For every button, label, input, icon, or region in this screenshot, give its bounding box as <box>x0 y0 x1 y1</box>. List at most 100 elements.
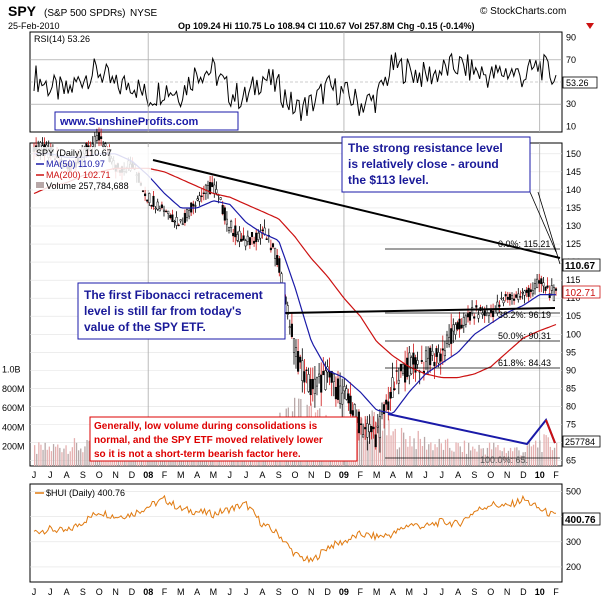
x-axis-label: M <box>405 587 413 597</box>
hui-grid <box>30 491 562 568</box>
hui-tick-label: 200 <box>566 562 581 572</box>
x-axis-label: O <box>96 587 103 597</box>
volume-tick-label: 1.0B <box>2 365 21 375</box>
hui-value-box <box>562 512 601 526</box>
x-axis-label: N <box>308 470 315 480</box>
x-axis-label: F <box>358 587 364 597</box>
rsi-value: 53.26 <box>566 78 589 88</box>
legend-ma200: MA(200) 102.71 <box>46 170 111 180</box>
x-axis-label: O <box>291 587 298 597</box>
x-axis-label: D <box>520 587 527 597</box>
x-axis-label: M <box>210 587 218 597</box>
price-legend: SPY (Daily) 110.67 MA(50) 110.97 MA(200)… <box>33 147 151 191</box>
volume-axis: 1.0B 800M 600M 400M 200M <box>2 365 25 452</box>
fibonacci-pointer-line <box>284 307 556 314</box>
volume-tick-label: 200M <box>2 442 25 452</box>
website-link[interactable]: www.SunshineProfits.com <box>59 116 199 128</box>
price-tick-label: 80 <box>566 401 576 411</box>
resistance-pointer-2 <box>537 191 561 265</box>
svg-text:The first Fibonacci retracemen: The first Fibonacci retracement <box>84 288 263 302</box>
svg-text:the $113 level.: the $113 level. <box>348 173 429 187</box>
x-axis-label: J <box>423 470 428 480</box>
svg-text:level is still far from today': level is still far from today's <box>84 304 242 318</box>
price-tick-label: 130 <box>566 221 581 231</box>
ma200-value-box <box>562 285 601 299</box>
price-value: 110.67 <box>565 261 595 272</box>
price-tick-label: 100 <box>566 329 581 339</box>
svg-text:so it is not a short-term bear: so it is not a short-term bearish factor… <box>94 449 301 460</box>
x-axis-label: N <box>112 587 119 597</box>
x-axis-label: N <box>308 587 315 597</box>
x-axis-label: F <box>553 470 559 480</box>
svg-text:normal, and the SPY ETF moved: normal, and the SPY ETF moved relatively… <box>94 435 323 446</box>
fib-label-50: 50.0%: 90.31 <box>498 331 551 341</box>
x-axis-label: F <box>162 587 168 597</box>
x-axis-label: F <box>162 470 168 480</box>
x-axis-label: D <box>324 587 331 597</box>
symbol-name: (S&P 500 SPDRs) <box>44 8 126 19</box>
x-axis-label: A <box>259 587 265 597</box>
x-axis-label: D <box>520 470 527 480</box>
x-axis-label: J <box>48 470 53 480</box>
x-axis-label: S <box>471 470 477 480</box>
down-arrow-icon <box>586 23 594 29</box>
hui-tick-label: 500 <box>566 487 581 497</box>
x-axis-label: 09 <box>339 470 349 480</box>
x-axis-label: A <box>64 587 70 597</box>
price-tick-label: 90 <box>566 365 576 375</box>
hui-value: 400.76 <box>565 515 596 526</box>
x-axis-label: D <box>324 470 331 480</box>
volume-annotation: Generally, low volume during consolidati… <box>89 416 358 462</box>
x-axis-label: 10 <box>535 470 545 480</box>
x-axis-label: F <box>553 587 559 597</box>
price-tick-label: 135 <box>566 203 581 213</box>
fib-label-0: 0.0%: 115.21 <box>498 239 550 249</box>
x-axis-label: A <box>194 470 200 480</box>
price-tick-label: 65 <box>566 456 576 466</box>
rsi-tick-label: 10 <box>566 121 576 131</box>
svg-text:is relatively close - around: is relatively close - around <box>348 157 499 171</box>
volume-value-box <box>562 435 601 448</box>
rsi-value-box <box>562 76 598 89</box>
x-axis-label: M <box>177 587 185 597</box>
price-tick-label: 145 <box>566 167 581 177</box>
hui-tick-label: 300 <box>566 537 581 547</box>
legend-ma50: MA(50) 110.97 <box>46 159 105 169</box>
x-axis-label: O <box>291 470 298 480</box>
price-tick-label: 125 <box>566 239 581 249</box>
date: 25-Feb-2010 <box>8 21 60 31</box>
x-axis-label: J <box>228 470 233 480</box>
svg-text:The strong resistance level: The strong resistance level <box>348 141 503 155</box>
rsi-tick-label: 90 <box>566 33 576 43</box>
ma200-value: 102.71 <box>565 288 596 299</box>
volume-tick-label: 800M <box>2 384 25 394</box>
x-axis-label: M <box>210 470 218 480</box>
resistance-trendline <box>152 159 561 259</box>
price-tick-label: 95 <box>566 347 576 357</box>
x-axis-label: J <box>244 470 249 480</box>
hui-axis: 500400300200 <box>566 487 581 572</box>
x-axis-label: A <box>390 587 396 597</box>
x-axis-label: D <box>129 470 136 480</box>
fibonacci-annotation: The first Fibonacci retracement level is… <box>77 282 286 340</box>
x-axis-label: M <box>177 470 185 480</box>
x-axis-label: O <box>487 470 494 480</box>
x-axis-label: A <box>259 470 265 480</box>
x-axis-label: J <box>32 470 37 480</box>
x-axis-label: J <box>32 587 37 597</box>
x-axis-label: A <box>455 587 461 597</box>
fib-label-100: 100.0%: 65. <box>480 455 528 465</box>
x-axis-label: S <box>80 587 86 597</box>
price-axis: 1501451401351301251201151101051009590858… <box>566 149 581 466</box>
price-tick-label: 85 <box>566 383 576 393</box>
resistance-annotation: The strong resistance level is relativel… <box>341 136 531 193</box>
x-axis-label: J <box>423 587 428 597</box>
x-axis-label: 10 <box>535 587 545 597</box>
hui-panel <box>29 483 563 583</box>
volume-tick-label: 600M <box>2 403 25 413</box>
volume-tick-label: 400M <box>2 422 25 432</box>
price-tick-label: 75 <box>566 419 576 429</box>
svg-text:Generally, low volume during c: Generally, low volume during consolidati… <box>94 421 318 432</box>
x-axis-label: S <box>276 587 282 597</box>
